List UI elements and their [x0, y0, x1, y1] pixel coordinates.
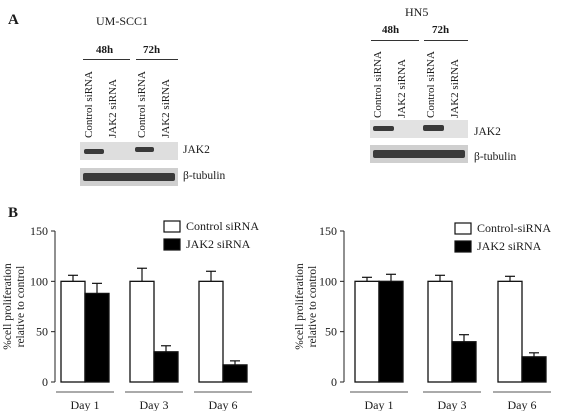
left-chart-bar-0-1 [129, 280, 155, 383]
right-chart-legend-swatch-1 [454, 240, 472, 253]
left-chart-legend-swatch-1 [163, 238, 181, 251]
right-chart-legend-swatch-0 [454, 222, 472, 235]
left-blot-cell-line: UM-SCC1 [96, 14, 149, 28]
right-bracket-72h [424, 40, 468, 41]
right-timepoint-48h: 48h [382, 24, 400, 36]
right-chart-bar-1-1 [451, 341, 477, 383]
right-chart-bar-0-0 [354, 280, 380, 383]
left-chart-bar-0-0 [60, 280, 86, 383]
left-chart-category-label-2: Day 6 [209, 398, 238, 411]
left-chart-y-label: %cell proliferationrelative to control [2, 263, 27, 350]
right-chart-bar-1-0 [378, 280, 404, 383]
left-chart-bar-1-2 [222, 364, 248, 383]
left-bracket-48h [83, 59, 130, 60]
left-lane-label-1: Control siRNA [83, 71, 95, 138]
left-chart-legend-swatch-0 [163, 220, 181, 233]
right-chart-bar-1-2 [521, 356, 547, 383]
left-chart-bar-0-2 [198, 280, 224, 383]
panel-b-label: B [8, 205, 19, 221]
left-chart-y-tick-label-3: 150 [30, 224, 48, 238]
right-chart-category-label-0: Day 1 [365, 398, 394, 411]
left-protein-jak2: JAK2 [183, 144, 210, 156]
left-protein-tubulin: β-tubulin [183, 170, 226, 182]
left-jak2-band-lane3 [135, 147, 154, 152]
right-bracket-48h [371, 40, 419, 41]
left-chart-y-tick-label-1: 50 [36, 325, 48, 339]
left-lane-label-3: Control siRNA [136, 71, 148, 138]
right-lane-label-1: Control siRNA [372, 51, 384, 118]
left-timepoint-48h: 48h [96, 44, 114, 56]
right-timepoint-72h: 72h [432, 24, 450, 36]
chart-right: 0 50 100 150 %cell proliferationrelative to … [294, 221, 551, 411]
right-chart-y-label: %cell proliferationrelative to control [294, 263, 319, 350]
right-jak2-band-lane3 [423, 125, 444, 131]
left-chart-category-label-1: Day 3 [140, 398, 169, 411]
right-chart-bar-0-1 [427, 280, 453, 383]
left-chart-bar-1-0 [84, 292, 110, 383]
left-chart-y-tick-label-2: 100 [30, 274, 48, 288]
right-jak2-band-lane1 [373, 126, 394, 131]
chart-left: 0 50 100 150 %cell proliferationrelative to … [2, 219, 259, 411]
left-chart-category-label-0: Day 1 [71, 398, 100, 411]
right-chart-legend-label-0: Control-siRNA [477, 221, 551, 235]
left-bracket-72h [136, 59, 178, 60]
panel-a-label: A [8, 12, 19, 28]
right-protein-tubulin: β-tubulin [474, 151, 517, 163]
right-lane-label-4: JAK2 siRNA [449, 59, 461, 118]
left-lane-label-4: JAK2 siRNA [160, 79, 172, 138]
left-tubulin-band [83, 173, 175, 181]
right-jak2-strip [370, 120, 468, 138]
right-chart-category-label-1: Day 3 [438, 398, 467, 411]
right-chart-bar-0-2 [497, 280, 523, 383]
right-tubulin-band [373, 150, 465, 158]
left-timepoint-72h: 72h [143, 44, 161, 56]
left-lane-label-2: JAK2 siRNA [107, 79, 119, 138]
right-chart-y-tick-label-0: 0 [331, 375, 337, 389]
right-chart-category-label-2: Day 6 [508, 398, 537, 411]
right-chart-y-tick-label-2: 100 [319, 274, 337, 288]
right-lane-label-3: Control siRNA [425, 51, 437, 118]
left-chart-legend-label-1: JAK2 siRNA [186, 237, 251, 251]
right-protein-jak2: JAK2 [474, 126, 501, 138]
left-chart-legend-label-0: Control siRNA [186, 219, 259, 233]
right-chart-legend-label-1: JAK2 siRNA [477, 239, 542, 253]
right-chart-y-tick-label-1: 50 [325, 325, 337, 339]
left-jak2-band-lane1 [84, 149, 104, 154]
left-chart-y-tick-label-0: 0 [42, 375, 48, 389]
left-jak2-strip [80, 142, 178, 160]
right-chart-y-tick-label-3: 150 [319, 224, 337, 238]
left-chart-bar-1-1 [153, 351, 179, 383]
right-lane-label-2: JAK2 siRNA [396, 59, 408, 118]
right-blot-cell-line: HN5 [405, 5, 429, 19]
